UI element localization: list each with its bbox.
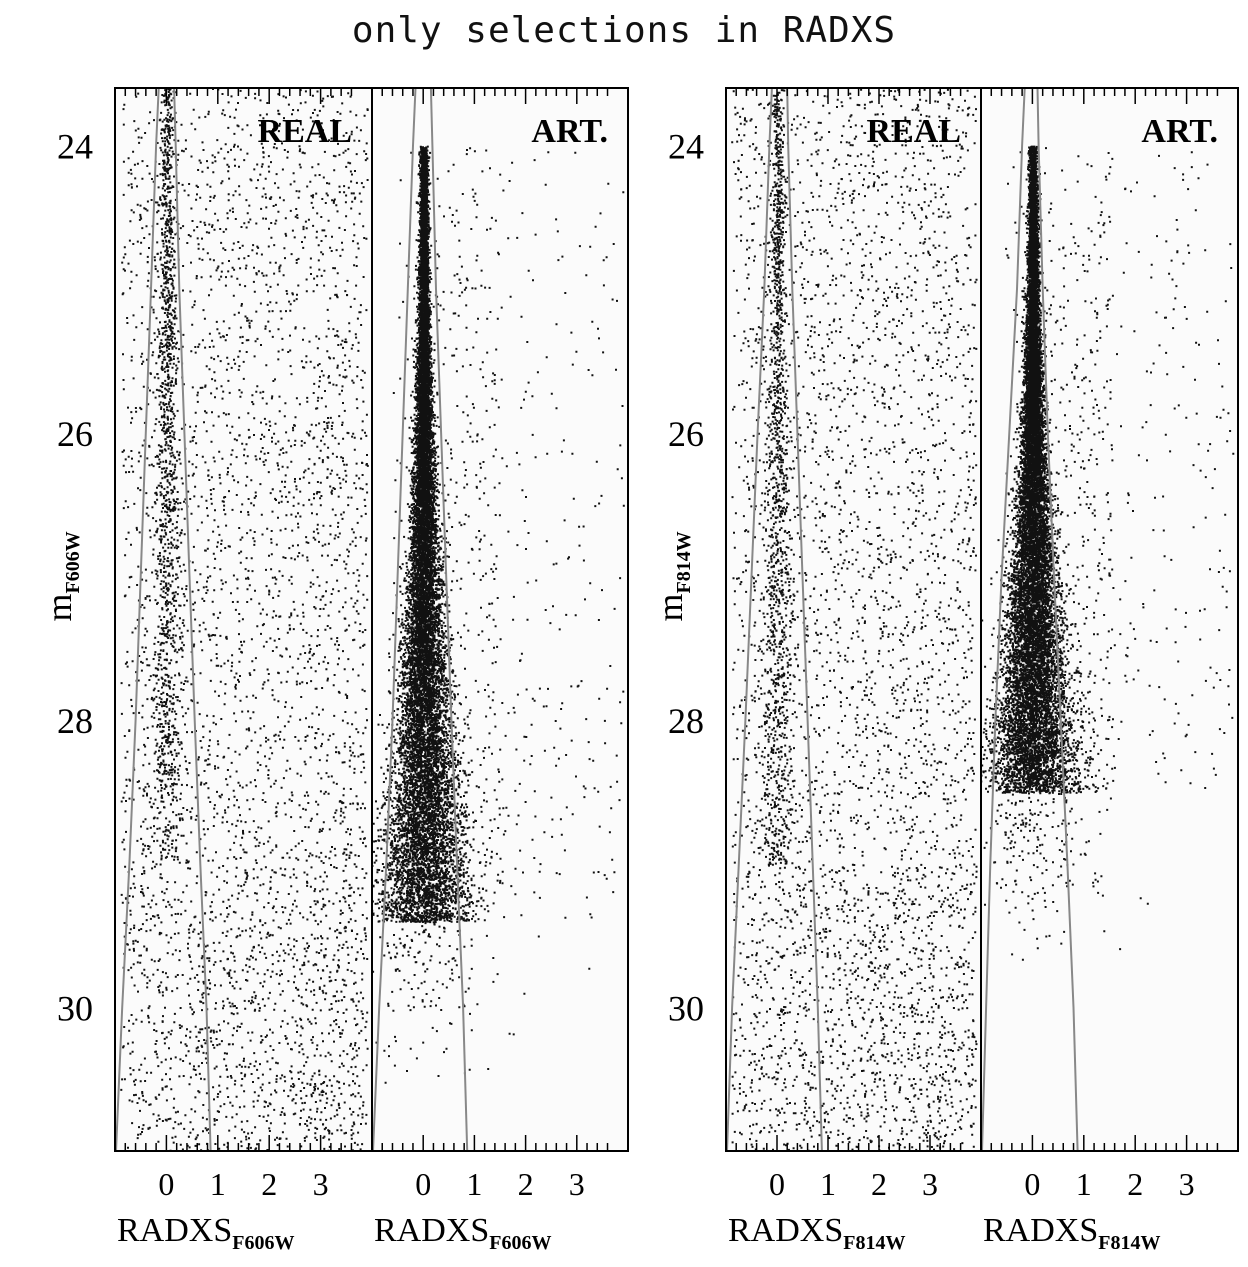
panel-3: 0 1 2 3 24 26 28 30 REAL RADXSF814W mF814W <box>650 87 982 1254</box>
scatter-points <box>372 145 625 1084</box>
boundary-right <box>1036 88 1079 1151</box>
panel-1: 0 1 2 3 24 26 28 30 REAL RADXSF606W mF606W <box>39 87 373 1254</box>
panel-frame <box>371 87 629 1152</box>
y-tick-label: 26 <box>668 414 704 454</box>
data-points <box>981 145 1235 961</box>
data-points <box>120 88 369 1151</box>
selection-boundary <box>115 88 212 1151</box>
panel-label: ART. <box>1141 113 1218 150</box>
boundary-left <box>981 88 1026 1151</box>
selection-boundary <box>726 88 823 1151</box>
x-tick-label: 2 <box>261 1166 277 1202</box>
y-tick-label: 28 <box>57 701 93 741</box>
boundary-right <box>429 88 469 1151</box>
boundary-left <box>115 88 160 1151</box>
x-axis-label: RADXSF814W <box>983 1212 1160 1254</box>
axis-ticks <box>735 88 962 1151</box>
panel-label: REAL <box>867 113 961 150</box>
y-tick-label: 30 <box>57 988 93 1028</box>
y-tick-label: 26 <box>57 414 93 454</box>
panel-label: ART. <box>531 113 608 150</box>
x-tick-label: 0 <box>158 1166 174 1202</box>
y-tick-label: 24 <box>668 126 704 166</box>
axis-ticks <box>990 88 1219 1151</box>
x-tick-label: 1 <box>466 1166 482 1202</box>
y-tick-label: 30 <box>668 988 704 1028</box>
x-tick-label: 0 <box>415 1166 431 1202</box>
data-points <box>372 145 625 1084</box>
panel-label: REAL <box>258 113 352 150</box>
scatter-points <box>120 88 369 1151</box>
y-axis-label: mF814W <box>650 531 695 621</box>
x-axis-label: RADXSF606W <box>117 1212 294 1254</box>
panel-4: 0 1 2 3 ART. RADXSF814W <box>980 87 1239 1254</box>
axis-ticks <box>381 88 609 1151</box>
x-tick-label: 0 <box>1024 1166 1040 1202</box>
x-tick-label: 3 <box>313 1166 329 1202</box>
y-tick-label: 24 <box>57 126 93 166</box>
x-tick-label: 3 <box>569 1166 585 1202</box>
boundary-right <box>173 88 212 1151</box>
y-tick-label: 28 <box>668 701 704 741</box>
boundary-right <box>786 88 823 1151</box>
x-tick-label: 1 <box>1076 1166 1092 1202</box>
boundary-left <box>726 88 773 1151</box>
boundary-left <box>372 88 417 1151</box>
y-axis-label: mF606W <box>39 531 84 621</box>
panel-2: 0 1 2 3 ART. RADXSF606W <box>371 87 629 1254</box>
x-tick-label: 1 <box>820 1166 836 1202</box>
selection-boundary <box>981 88 1079 1151</box>
x-tick-label: 3 <box>922 1166 938 1202</box>
panel-background <box>981 88 1238 1151</box>
x-tick-label: 2 <box>871 1166 887 1202</box>
panel-frame <box>980 87 1239 1152</box>
x-tick-label: 1 <box>210 1166 226 1202</box>
x-axis-label: RADXSF606W <box>374 1212 551 1254</box>
selection-boundary <box>372 88 469 1151</box>
scatter-points <box>981 145 1235 961</box>
axis-ticks <box>124 88 353 1151</box>
x-tick-label: 3 <box>1179 1166 1195 1202</box>
x-tick-label: 0 <box>769 1166 785 1202</box>
x-tick-label: 2 <box>518 1166 534 1202</box>
x-axis-label: RADXSF814W <box>728 1212 905 1254</box>
x-tick-label: 2 <box>1127 1166 1143 1202</box>
panel-background <box>372 88 628 1151</box>
figure-title: only selections in RADXS <box>351 10 897 51</box>
